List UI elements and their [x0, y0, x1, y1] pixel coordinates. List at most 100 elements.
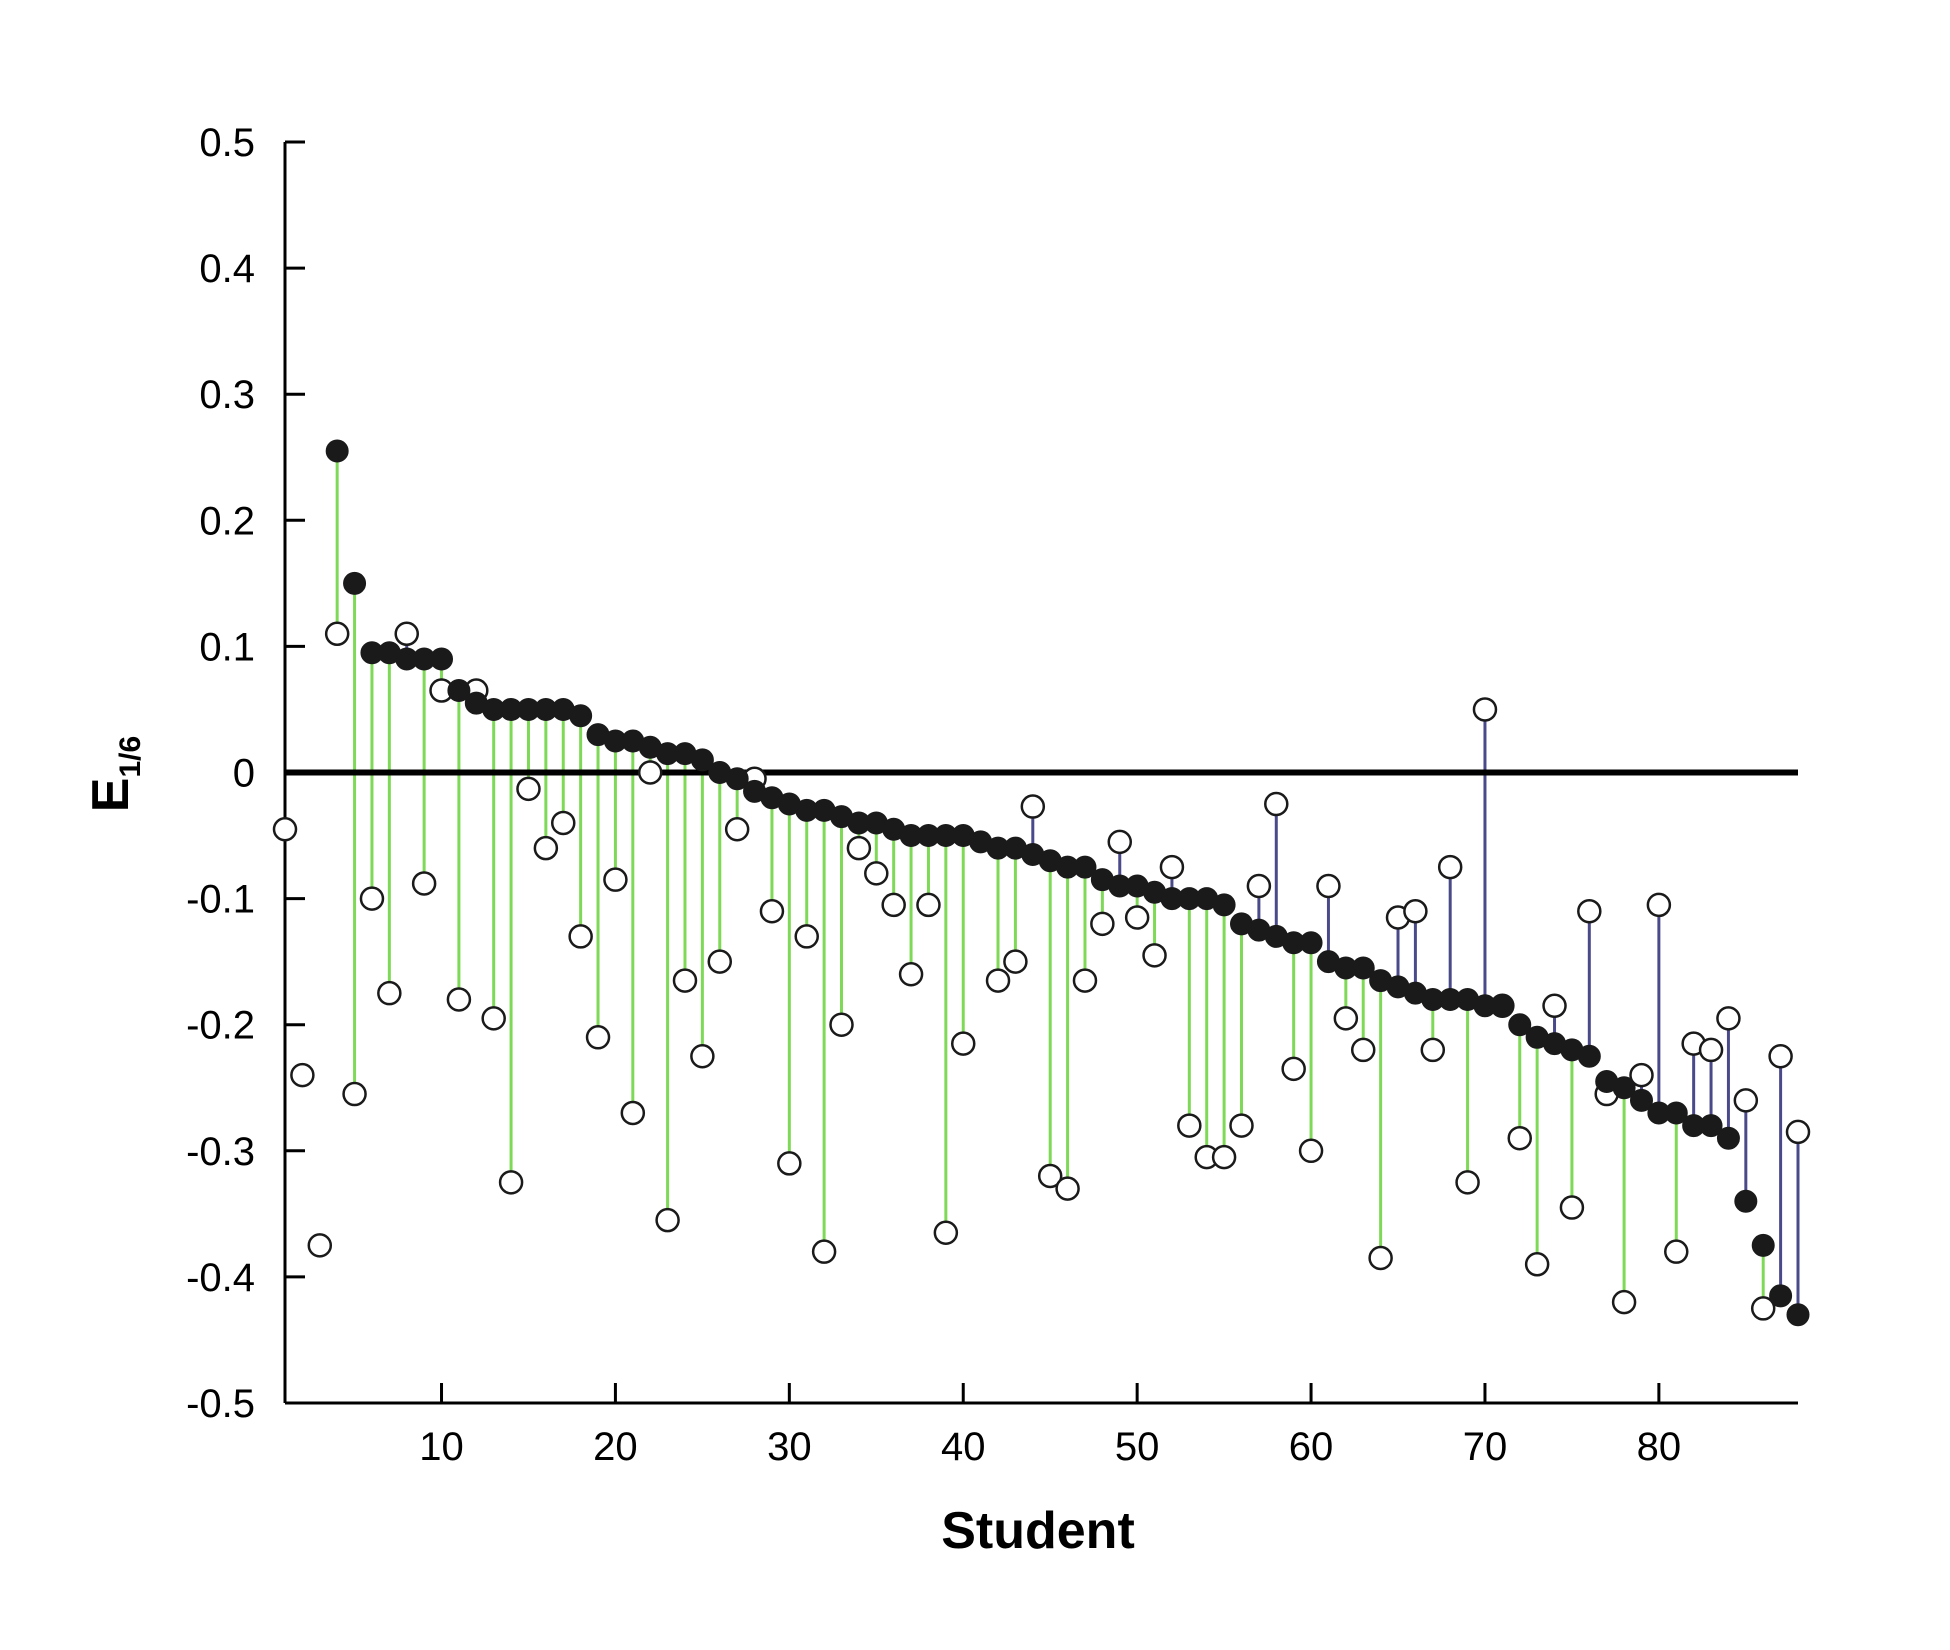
open-data-point: [1437, 854, 1463, 880]
open-data-point: [1072, 968, 1098, 993]
open-data-point: [516, 776, 541, 802]
y-tick-label: 0.5: [199, 121, 255, 165]
open-data-point: [1611, 1289, 1637, 1315]
open-data-point: [324, 621, 350, 647]
open-data-point: [1559, 1195, 1585, 1220]
open-data-point: [637, 760, 663, 785]
open-data-point: [1716, 1006, 1741, 1031]
filled-marker-series: [325, 439, 1810, 1327]
open-data-point: [603, 867, 628, 892]
open-data-point: [777, 1151, 802, 1176]
open-data-point: [1020, 794, 1046, 819]
open-data-point: [620, 1100, 646, 1126]
open-data-point: [1003, 949, 1028, 974]
open-data-point: [1507, 1125, 1532, 1151]
open-data-point: [655, 1207, 680, 1233]
open-data-point: [985, 968, 1011, 993]
filled-data-point: [1508, 1013, 1532, 1037]
y-tick-label: 0: [233, 752, 255, 796]
filled-data-point: [447, 679, 471, 703]
x-axis-ticks: 10 20 30 40 50 60 70 80: [419, 1383, 1681, 1469]
open-data-point: [1333, 1006, 1359, 1031]
x-axis-title: Student: [941, 1502, 1135, 1560]
filled-data-point: [1629, 1088, 1653, 1112]
filled-data-point: [1351, 956, 1375, 980]
x-tick-label: 20: [593, 1425, 638, 1469]
x-tick-label: 80: [1637, 1425, 1682, 1469]
open-data-point: [759, 898, 785, 924]
x-tick-label: 50: [1115, 1425, 1160, 1469]
open-data-point: [1646, 892, 1672, 918]
open-data-point: [1733, 1088, 1759, 1113]
filled-data-point: [430, 647, 454, 671]
open-data-point: [498, 1170, 524, 1195]
open-data-point: [1211, 1144, 1237, 1170]
open-data-point: [1420, 1037, 1446, 1063]
y-axis-title-main: E: [82, 778, 140, 813]
open-data-point: [1281, 1056, 1306, 1082]
open-data-point: [551, 810, 576, 836]
open-data-point: [1264, 791, 1289, 817]
open-data-point: [446, 987, 472, 1012]
open-data-point: [1664, 1239, 1689, 1264]
open-data-point: [1698, 1037, 1724, 1063]
open-data-point: [898, 962, 924, 987]
filled-data-point: [690, 748, 714, 772]
open-data-point: [1090, 911, 1115, 937]
open-data-point: [272, 816, 298, 842]
open-data-point: [811, 1239, 837, 1264]
x-tick-label: 30: [767, 1425, 812, 1469]
open-data-point: [1629, 1062, 1654, 1088]
open-data-point: [1368, 1245, 1393, 1271]
open-data-point: [1055, 1176, 1080, 1201]
open-data-point: [1177, 1113, 1202, 1138]
open-data-point: [481, 1006, 506, 1031]
open-data-point: [829, 1012, 854, 1037]
filled-data-point: [1577, 1044, 1601, 1068]
y-tick-label: 0.4: [199, 247, 255, 291]
open-data-point: [864, 861, 889, 886]
stem-lines: [335, 450, 1800, 1315]
open-data-point: [1107, 829, 1133, 855]
open-data-point: [1159, 854, 1185, 880]
filled-data-point: [1786, 1303, 1810, 1327]
filled-data-point: [1751, 1233, 1775, 1257]
y-tick-label: -0.4: [186, 1256, 255, 1300]
open-data-point: [1246, 873, 1272, 899]
y-tick-label: -0.2: [186, 1004, 255, 1048]
filled-data-point: [1612, 1076, 1636, 1100]
open-data-point: [881, 892, 906, 918]
y-tick-label: 0.1: [199, 625, 255, 669]
open-data-point: [690, 1043, 715, 1069]
open-data-point: [1298, 1138, 1324, 1164]
open-data-point: [1350, 1037, 1376, 1063]
x-tick-label: 70: [1463, 1425, 1508, 1469]
open-data-point: [359, 886, 385, 911]
y-axis-title: E1/6: [82, 736, 147, 812]
open-data-point: [1142, 943, 1167, 968]
open-marker-series: [272, 621, 1811, 1321]
open-data-point: [1124, 905, 1150, 930]
open-data-point: [533, 835, 559, 861]
open-data-point: [1472, 697, 1498, 722]
open-data-point: [1229, 1113, 1254, 1138]
y-tick-label: 0.3: [199, 373, 255, 417]
open-data-point: [377, 980, 402, 1006]
y-axis-ticks: 0.5 0.4 0.3 0.2 0.1 0 -0.1 -0.2 -0.3 -0.4 -0.5: [186, 121, 305, 1426]
open-data-point: [585, 1025, 611, 1050]
open-data-point: [846, 835, 872, 861]
x-tick-label: 40: [941, 1425, 986, 1469]
open-data-point: [950, 1031, 976, 1056]
open-data-point: [411, 871, 437, 896]
filled-data-point: [1769, 1284, 1793, 1308]
filled-data-point: [1664, 1101, 1688, 1125]
open-data-point: [707, 949, 733, 974]
filled-data-point: [725, 767, 749, 791]
svg-text:E1/6: E1/6: [82, 736, 147, 812]
open-data-point: [568, 924, 593, 949]
open-data-point: [916, 892, 941, 918]
open-data-point: [1768, 1043, 1793, 1069]
open-data-point: [307, 1233, 333, 1258]
x-tick-label: 60: [1289, 1425, 1334, 1469]
